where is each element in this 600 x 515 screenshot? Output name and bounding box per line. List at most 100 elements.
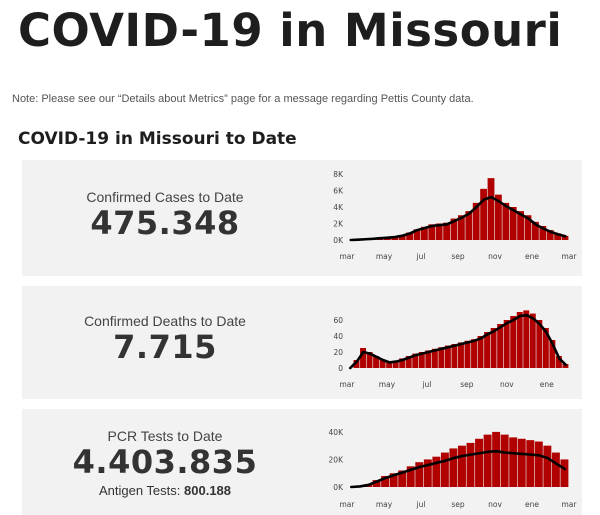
bar xyxy=(428,224,436,240)
bar xyxy=(392,360,399,368)
bar xyxy=(386,361,393,368)
bar xyxy=(546,230,554,240)
bar xyxy=(472,202,480,241)
bar xyxy=(549,340,556,368)
bar xyxy=(451,344,458,368)
bar xyxy=(471,339,477,368)
series-line xyxy=(348,313,568,370)
x-tick-label: sep xyxy=(451,500,465,509)
bar xyxy=(444,345,451,368)
y-tick-label: 40 xyxy=(333,332,343,341)
pettis-county-note: Note: Please see our “Details about Metr… xyxy=(12,93,474,105)
y-tick-label: 20K xyxy=(329,455,345,464)
bar xyxy=(561,235,569,241)
bar xyxy=(495,194,502,241)
bar xyxy=(432,456,441,487)
x-tick-label: nov xyxy=(488,500,502,509)
page-title: COVID-19 in Missouri xyxy=(18,4,563,57)
bar xyxy=(464,340,471,368)
bar xyxy=(406,232,413,240)
confirmed-cases-metric: Confirmed Cases to Date 475.348 xyxy=(22,189,308,242)
y-tick-label: 6K xyxy=(333,187,344,196)
bar xyxy=(366,352,373,368)
bar xyxy=(415,462,424,487)
bar xyxy=(542,328,549,368)
bar xyxy=(406,466,415,487)
bar xyxy=(517,438,526,487)
bar xyxy=(465,211,473,241)
bar xyxy=(524,215,532,240)
x-tick-label: jul xyxy=(416,500,426,509)
bar xyxy=(423,459,432,487)
bar xyxy=(389,473,398,487)
bar xyxy=(466,442,475,487)
bar xyxy=(500,434,509,487)
bar xyxy=(534,441,543,487)
bar xyxy=(532,221,539,240)
x-tick-label: ene xyxy=(525,500,539,509)
bar xyxy=(539,225,547,240)
bar xyxy=(543,445,552,487)
x-tick-label: may xyxy=(379,380,396,389)
y-tick-label: 0 xyxy=(338,364,343,373)
confirmed-deaths-chart: 0 20 40 60 mar may jul sep nov ene xyxy=(333,310,569,389)
bar xyxy=(510,316,517,368)
bar xyxy=(458,215,465,240)
pcr-tests-card: PCR Tests to Date 4.403.835 Antigen Test… xyxy=(22,409,582,515)
bar xyxy=(405,356,412,368)
bar xyxy=(379,360,386,368)
bar xyxy=(487,178,495,241)
pcr-tests-metric: PCR Tests to Date 4.403.835 Antigen Test… xyxy=(22,428,308,498)
bar xyxy=(443,222,450,240)
bar xyxy=(509,437,518,487)
bar xyxy=(398,235,406,240)
bar xyxy=(517,211,524,241)
x-tick-label: may xyxy=(376,500,393,509)
bar xyxy=(490,328,497,368)
bar xyxy=(399,358,406,368)
x-tick-label: jul xyxy=(421,380,431,389)
bar xyxy=(381,475,390,487)
y-tick-label: 20 xyxy=(333,348,343,357)
bar xyxy=(412,353,419,368)
bar xyxy=(509,207,517,240)
confirmed-cases-value: 475.348 xyxy=(90,204,240,242)
bar xyxy=(475,438,484,487)
bar xyxy=(484,332,491,368)
x-tick-label: mar xyxy=(562,252,578,261)
x-tick-label: mar xyxy=(340,500,356,509)
bar xyxy=(503,320,510,368)
bar xyxy=(440,452,449,487)
y-tick-label: 40K xyxy=(329,428,345,437)
bar xyxy=(492,431,501,487)
bar xyxy=(523,310,530,368)
bar xyxy=(560,459,569,487)
bar xyxy=(458,342,464,368)
antigen-tests-label: Antigen Tests: xyxy=(98,482,181,498)
bar xyxy=(480,188,487,240)
x-tick-label: may xyxy=(376,252,393,261)
y-tick-label: 2K xyxy=(333,220,344,229)
series-line xyxy=(349,195,567,242)
bar xyxy=(483,434,492,487)
confirmed-deaths-metric: Confirmed Deaths to Date 7.715 xyxy=(22,313,308,366)
bar xyxy=(431,348,438,368)
x-tick-label: nov xyxy=(488,252,502,261)
confirmed-cases-label: Confirmed Cases to Date xyxy=(86,189,244,205)
x-tick-label: ene xyxy=(525,252,539,261)
bar xyxy=(360,348,366,368)
bar xyxy=(536,320,543,368)
y-tick-label: 8K xyxy=(333,170,344,179)
confirmed-cases-chart: 0K 2K 4K 6K 8K mar may jul sep nov ene mar xyxy=(333,170,578,261)
bar xyxy=(526,440,535,487)
bar xyxy=(555,356,562,368)
series-line xyxy=(349,449,567,489)
bar xyxy=(554,233,561,240)
bar xyxy=(516,312,523,368)
y-tick-label: 4K xyxy=(333,203,344,212)
pcr-tests-label: PCR Tests to Date xyxy=(107,428,223,444)
bar xyxy=(418,352,425,368)
confirmed-deaths-card: Confirmed Deaths to Date 7.715 0 20 40 60 ma… xyxy=(22,286,582,399)
antigen-tests-line: Antigen Tests: 800.188 xyxy=(22,483,308,498)
x-tick-label: jul xyxy=(416,252,426,261)
